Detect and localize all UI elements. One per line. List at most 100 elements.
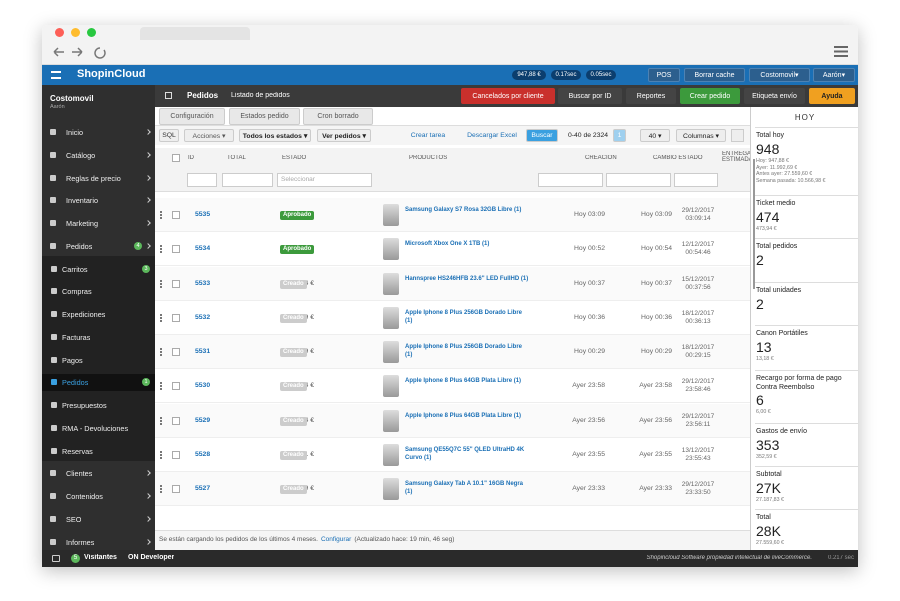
stat-label: Subtotal xyxy=(756,471,782,478)
developer-mode[interactable]: ON Developer xyxy=(128,554,175,561)
menu-item[interactable]: Pagos xyxy=(42,352,155,369)
row-checkbox[interactable] xyxy=(172,450,180,459)
toolbar-page[interactable]: 1 xyxy=(613,129,626,142)
column-header: CREACION xyxy=(585,155,617,161)
menu-item[interactable]: Compras xyxy=(42,283,155,300)
filter-input[interactable] xyxy=(187,173,217,187)
row-checkbox[interactable] xyxy=(172,245,180,254)
min-dot[interactable] xyxy=(71,28,80,37)
toolbar-actions[interactable]: Acciones ▾ xyxy=(184,129,234,142)
menu-icon xyxy=(50,197,56,204)
toolbar-excel[interactable]: Descargar Excel xyxy=(467,132,517,139)
toolbar-search[interactable]: Buscar xyxy=(526,129,558,142)
order-id[interactable]: 5531 xyxy=(195,348,211,355)
row-checkbox[interactable] xyxy=(172,416,180,425)
menu-item[interactable]: Pedidos 1 xyxy=(42,374,155,392)
chevron xyxy=(145,220,151,226)
product-name[interactable]: Apple Iphone 8 Plus 64GB Plata Libre (1) xyxy=(405,378,522,385)
filter-input[interactable] xyxy=(538,173,603,187)
product-name[interactable]: Apple Iphone 8 Plus 256GB Dorado Libre (… xyxy=(405,309,523,324)
order-id[interactable]: 5534 xyxy=(195,245,211,253)
menu-item[interactable]: Reservas xyxy=(42,443,155,460)
row-checkbox[interactable] xyxy=(172,382,180,391)
menu-item[interactable]: Presupuestos xyxy=(42,397,155,414)
top-button[interactable]: POS xyxy=(648,68,680,82)
row-checkbox[interactable] xyxy=(172,348,180,356)
order-id[interactable]: 5532 xyxy=(195,313,211,321)
menu-item[interactable]: Marketing xyxy=(42,215,155,232)
header-checkbox[interactable] xyxy=(172,154,180,162)
toolbar-view[interactable]: Ver pedidos ▾ xyxy=(317,129,371,142)
chevron xyxy=(145,538,151,545)
refresh-button[interactable] xyxy=(731,129,744,142)
menu-item[interactable]: Pedidos 4 xyxy=(42,238,155,255)
note-link[interactable]: Configurar xyxy=(320,536,352,543)
menu-item[interactable]: Inventario xyxy=(42,192,155,209)
toolbar-states[interactable]: Todos los estados ▾ xyxy=(239,129,311,142)
product-name[interactable]: Apple Iphone 8 Plus 256GB Dorado Libre (… xyxy=(405,344,523,358)
row-checkbox[interactable] xyxy=(172,485,180,493)
order-id[interactable]: 5535 xyxy=(195,211,211,218)
product-name[interactable]: Samsung Galaxy Tab A 10.1" 16GB Negra (1… xyxy=(405,481,524,495)
tab[interactable]: Cron borrado xyxy=(303,108,373,125)
created: Ayer 23:56 xyxy=(572,416,605,424)
product-name[interactable]: Samsung Galaxy S7 Rosa 32GB Libre (1) xyxy=(405,207,522,213)
header-button[interactable]: Buscar por ID xyxy=(558,88,622,104)
menu-item[interactable]: Inicio xyxy=(42,124,155,141)
menu-item[interactable]: Clientes xyxy=(42,465,155,482)
filter-input[interactable] xyxy=(674,173,718,187)
header-button[interactable]: Cancelados por cliente xyxy=(461,88,555,104)
nav-buttons[interactable] xyxy=(52,45,112,59)
stat-separator xyxy=(755,370,858,371)
close-dot[interactable] xyxy=(55,28,64,37)
menu-item[interactable]: Contenidos xyxy=(42,488,155,505)
row-checkbox[interactable] xyxy=(172,211,180,219)
visitors-label[interactable]: Visitantes xyxy=(84,554,117,561)
top-button[interactable]: Costomovil▾ xyxy=(749,68,810,82)
menu-item[interactable]: SEO xyxy=(42,511,155,528)
menu-item[interactable]: Informes xyxy=(42,534,155,551)
order-id[interactable]: 5533 xyxy=(195,279,211,287)
toolbar-task[interactable]: Crear tarea xyxy=(410,132,446,139)
product-name[interactable]: Apple Iphone 8 Plus 64GB Plata Libre (1) xyxy=(405,412,522,419)
filter-input[interactable] xyxy=(277,173,372,187)
menu-icon[interactable] xyxy=(834,45,848,58)
product-name[interactable]: Hannspree HS246HFB 23.6" LED FullHD (1) xyxy=(405,275,529,282)
order-id[interactable]: 5530 xyxy=(195,382,211,390)
toolbar-range[interactable]: 0-40 de 2324 xyxy=(567,132,609,139)
menu-item[interactable]: Facturas xyxy=(42,329,155,346)
top-button[interactable]: Aarón▾ xyxy=(813,68,855,82)
menu-item[interactable]: Carritos 3 xyxy=(42,261,155,278)
toolbar-per-page[interactable]: 40 ▾ xyxy=(640,129,670,142)
filter-input[interactable] xyxy=(606,173,671,187)
header-button[interactable]: Crear pedido xyxy=(680,88,740,104)
header-button[interactable]: Reportes xyxy=(626,88,676,104)
status-badge: Creado xyxy=(280,279,307,289)
filter-input[interactable] xyxy=(222,173,273,187)
menu-item[interactable]: RMA - Devoluciones xyxy=(42,420,155,437)
top-button[interactable]: Borrar cache xyxy=(684,68,745,82)
toolbar-columns[interactable]: Columnas ▾ xyxy=(676,129,726,142)
order-id[interactable]: 5527 xyxy=(195,485,211,492)
max-dot[interactable] xyxy=(87,28,96,37)
stat-value: 2 xyxy=(756,252,764,268)
menu-item[interactable]: Catálogo xyxy=(42,147,155,164)
product-name[interactable]: Samsung QE55Q7C 55" QLED UltraHD 4K Curv… xyxy=(405,446,525,461)
header-button[interactable]: Etiqueta envío xyxy=(744,88,805,104)
tab[interactable]: Configuración xyxy=(159,108,225,125)
order-id[interactable]: 5529 xyxy=(195,416,211,424)
menu-item[interactable]: Expediciones xyxy=(42,306,155,323)
product-name[interactable]: Microsoft Xbox One X 1TB (1) xyxy=(405,241,490,248)
status-badge: Creado xyxy=(280,313,307,323)
order-id[interactable]: 5528 xyxy=(195,450,211,458)
drag-handle xyxy=(160,245,162,254)
menu-item[interactable]: Reglas de precio xyxy=(42,170,155,187)
tab[interactable] xyxy=(140,27,250,40)
row-checkbox[interactable] xyxy=(172,313,180,322)
tab[interactable]: Estados pedido xyxy=(229,108,300,125)
toolbar-sql[interactable]: SQL xyxy=(159,129,179,142)
header-button[interactable]: Ayuda xyxy=(809,88,855,104)
filter-select[interactable]: Seleccionar xyxy=(281,176,315,183)
created: Hoy 00:29 xyxy=(574,348,605,355)
row-checkbox[interactable] xyxy=(172,279,180,288)
